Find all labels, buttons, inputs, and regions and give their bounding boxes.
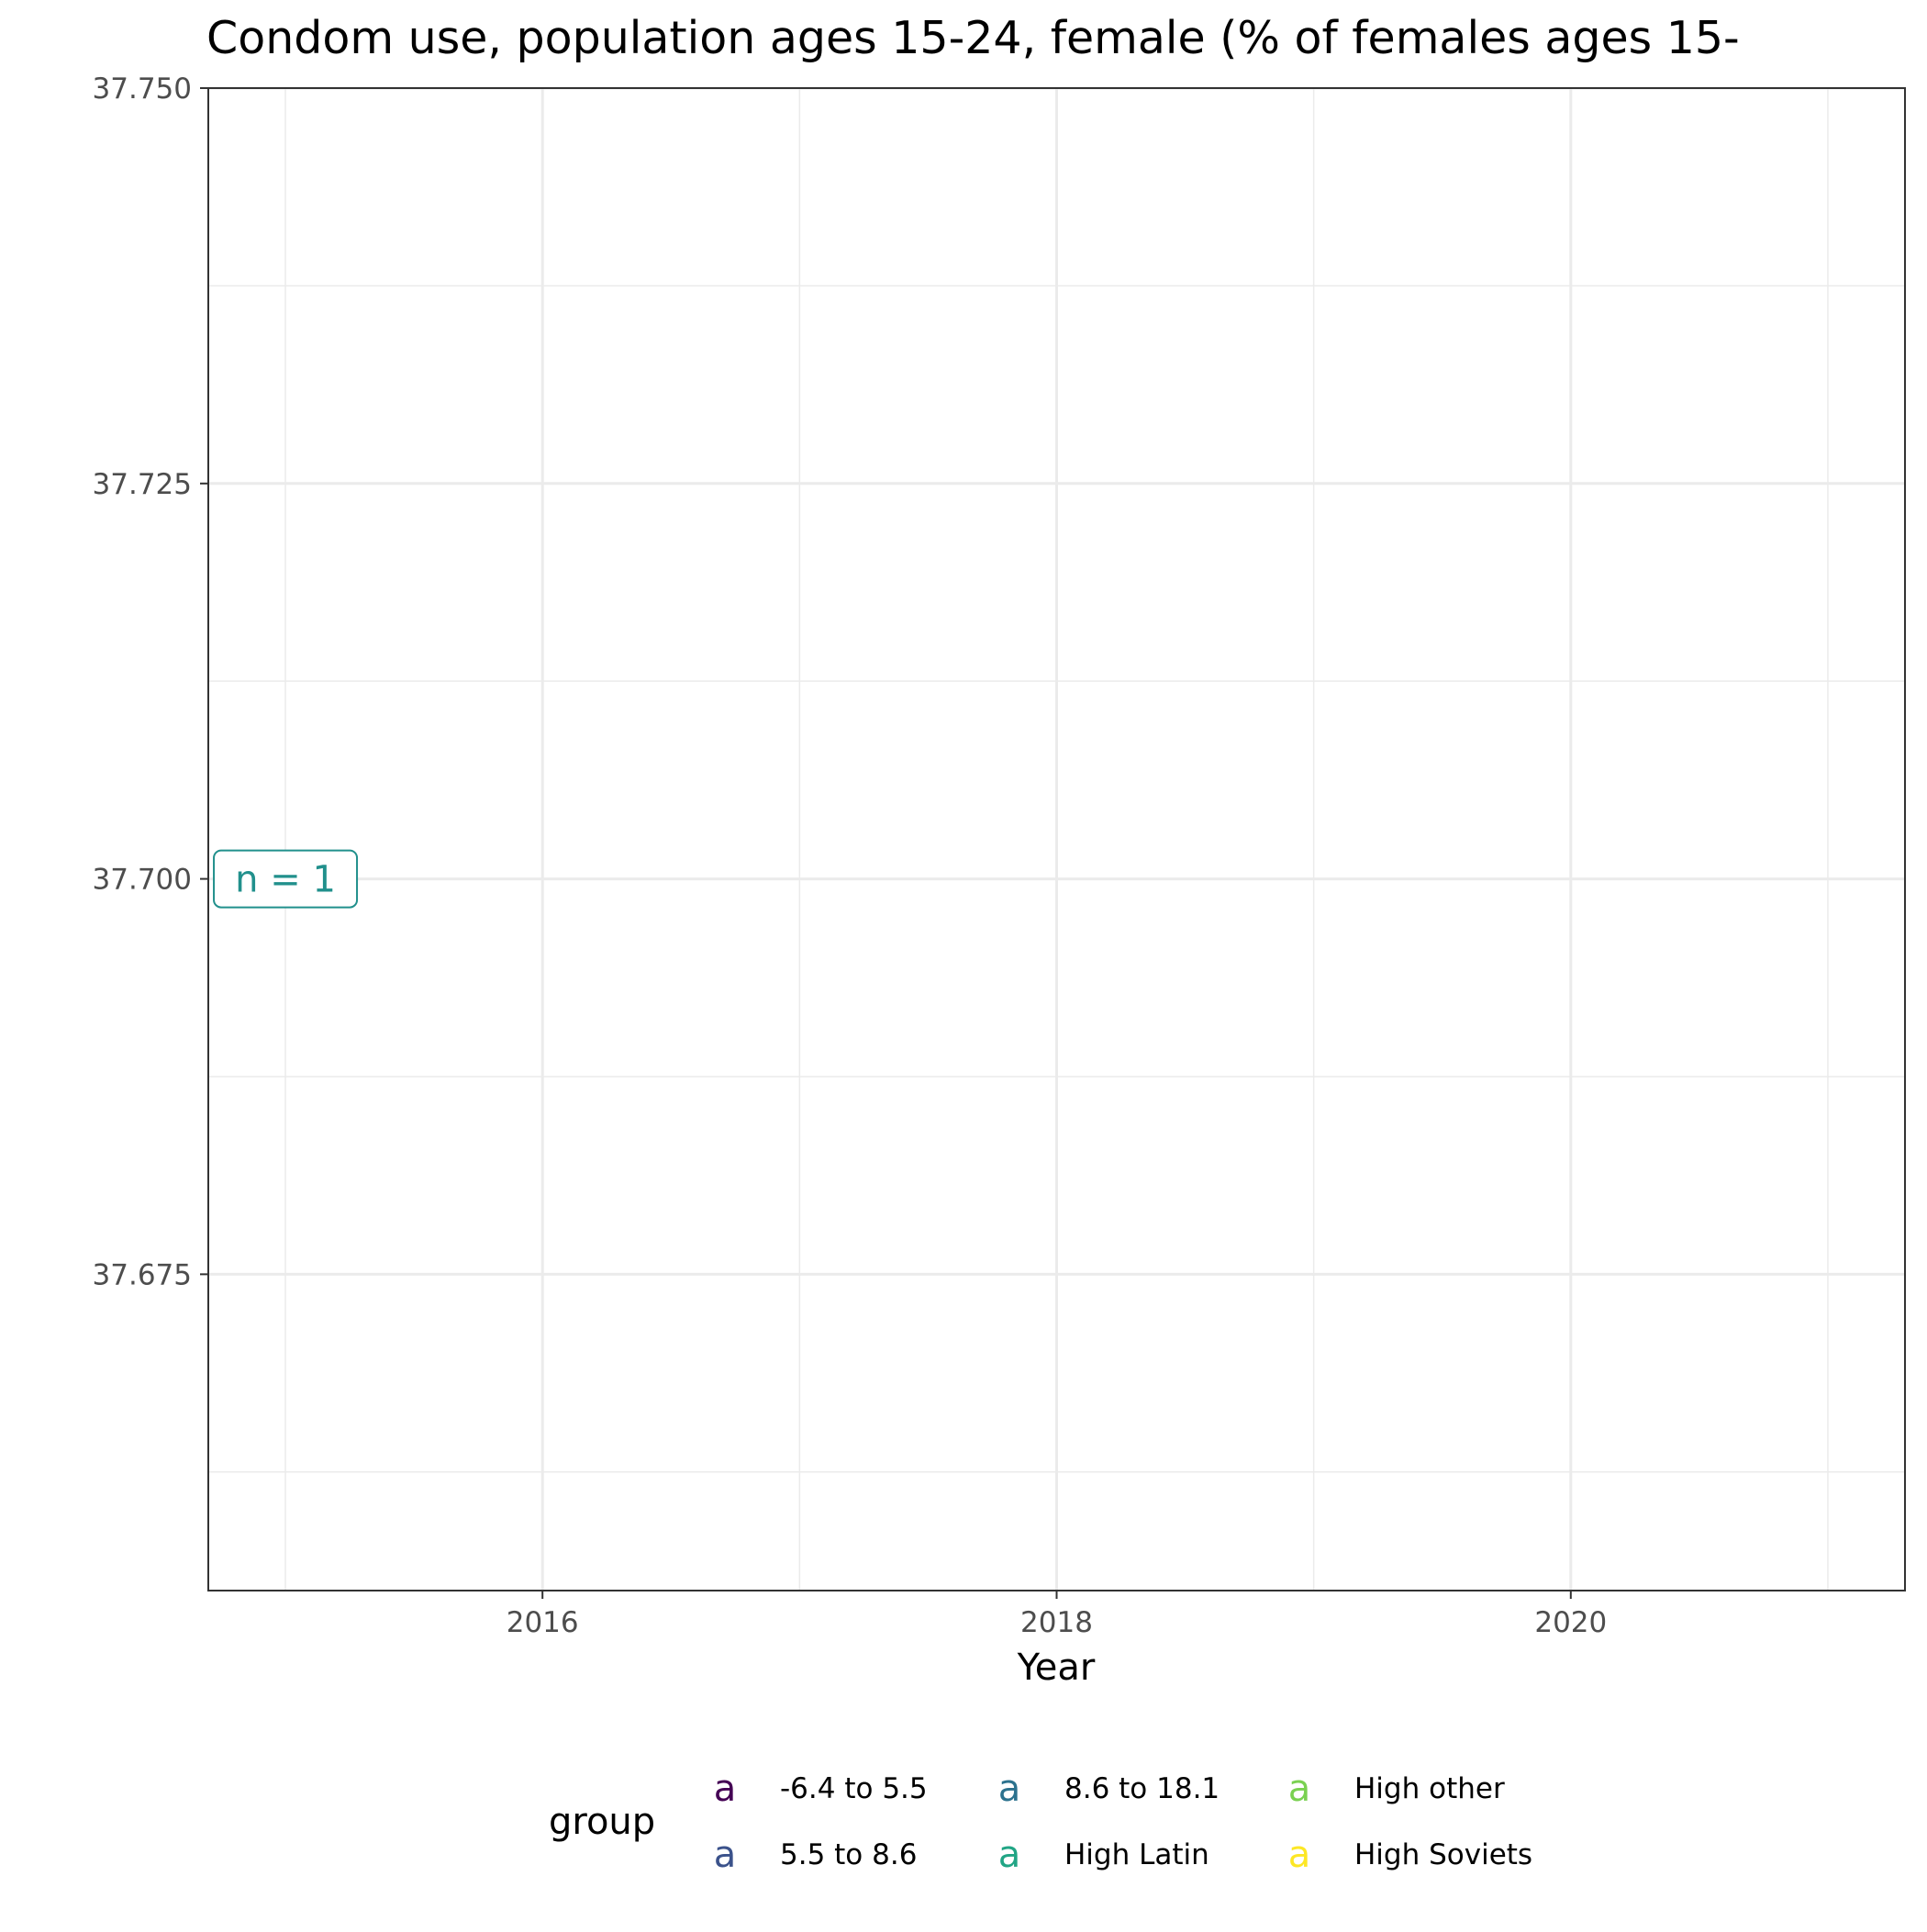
legend-item: a High Latin [998, 1834, 1209, 1876]
legend-item: a 5.5 to 8.6 [714, 1834, 918, 1876]
annotation-layer: n = 1 [213, 849, 359, 909]
legend-key: a [714, 1834, 737, 1876]
legend: group a -6.4 to 5.5 a 5.5 to 8.6 a 8.6 to 18.… [549, 1768, 1532, 1876]
y-tick-label: 37.725 [93, 468, 192, 501]
legend-label: -6.4 to 5.5 [780, 1772, 928, 1805]
legend-item: a High other [1288, 1768, 1505, 1810]
legend-label: High Soviets [1354, 1838, 1532, 1871]
annotation-box [213, 849, 359, 909]
annotation-label: n = 1 [213, 849, 359, 909]
x-tick-label: 2016 [507, 1606, 579, 1639]
legend-title: group [549, 1801, 655, 1843]
x-tick-label: 2018 [1020, 1606, 1093, 1639]
legend-key: a [714, 1768, 737, 1810]
legend-key: a [998, 1768, 1021, 1810]
legend-label: 8.6 to 18.1 [1064, 1772, 1220, 1805]
legend-item: a 8.6 to 18.1 [998, 1768, 1220, 1810]
legend-label: High Latin [1064, 1838, 1209, 1871]
y-tick-label: 37.700 [93, 864, 192, 897]
y-tick-label: 37.675 [93, 1258, 192, 1291]
x-tick-label: 2020 [1534, 1606, 1607, 1639]
legend-item: a -6.4 to 5.5 [714, 1768, 928, 1810]
legend-label: 5.5 to 8.6 [780, 1838, 917, 1871]
y-tick-label: 37.750 [93, 73, 192, 106]
x-axis-title: Year [1017, 1647, 1096, 1689]
annotation-text: n = 1 [235, 859, 336, 901]
legend-key: a [998, 1834, 1021, 1876]
legend-key: a [1288, 1834, 1311, 1876]
legend-key: a [1288, 1768, 1311, 1810]
legend-item: a High Soviets [1288, 1834, 1532, 1876]
y-axis: 37.675 37.700 37.725 37.750 [93, 73, 208, 1291]
legend-label: High other [1354, 1772, 1505, 1805]
legend-items: a -6.4 to 5.5 a 5.5 to 8.6 a 8.6 to 18.1 a High… [714, 1768, 1532, 1876]
x-axis: 2016 2018 2020 [507, 1591, 1607, 1639]
chart-title: Condom use, population ages 15-24, femal… [206, 12, 1740, 64]
